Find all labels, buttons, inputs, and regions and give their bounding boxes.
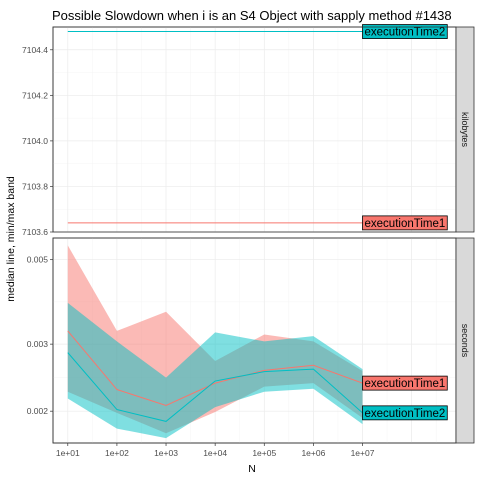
series-label-text: executionTime1 (365, 378, 446, 390)
facet-strip-label: seconds (460, 324, 470, 358)
x-tick-label: 1e+02 (105, 448, 129, 458)
x-tick-label: 1e+03 (154, 448, 178, 458)
x-tick-label: 1e+06 (301, 448, 325, 458)
series-label-executionTime2: executionTime2 (363, 406, 448, 420)
panel-kilobytes: 7103.6 7103.8 7104.0 7104.2 7104.4 executionT… (22, 25, 474, 237)
x-tick-label: 1e+01 (56, 448, 80, 458)
series-label-text: executionTime2 (365, 408, 446, 420)
facet-strip-label: kilobytes (460, 112, 470, 148)
y-tick-label: 7104.2 (22, 90, 48, 100)
x-axis-title: N (248, 463, 256, 475)
panel-background (53, 27, 456, 232)
x-tick-label: 1e+05 (252, 448, 276, 458)
y-tick-label: 7104.4 (22, 45, 48, 55)
y-tick-label: 7103.6 (22, 227, 48, 237)
series-label-text: executionTime2 (365, 27, 446, 39)
y-axis-title: median line, min/max band (5, 176, 17, 302)
y-tick-label: 0.005 (27, 255, 49, 265)
series-label-executionTime1: executionTime1 (363, 376, 448, 390)
y-tick-label: 7103.8 (22, 181, 48, 191)
chart-title: Possible Slowdown when i is an S4 Object… (52, 8, 452, 23)
x-tick-label: 1e+04 (203, 448, 227, 458)
panel-seconds: 0.002 0.003 0.005 executionTime1 executionTi… (27, 238, 474, 443)
y-tick-label: 0.003 (27, 339, 49, 349)
y-tick-label: 7104.0 (22, 136, 48, 146)
series-label-text: executionTime1 (365, 218, 446, 230)
x-tick-label: 1e+07 (351, 448, 375, 458)
series-label-executionTime1: executionTime1 (363, 216, 448, 230)
y-tick-label: 0.002 (27, 406, 49, 416)
